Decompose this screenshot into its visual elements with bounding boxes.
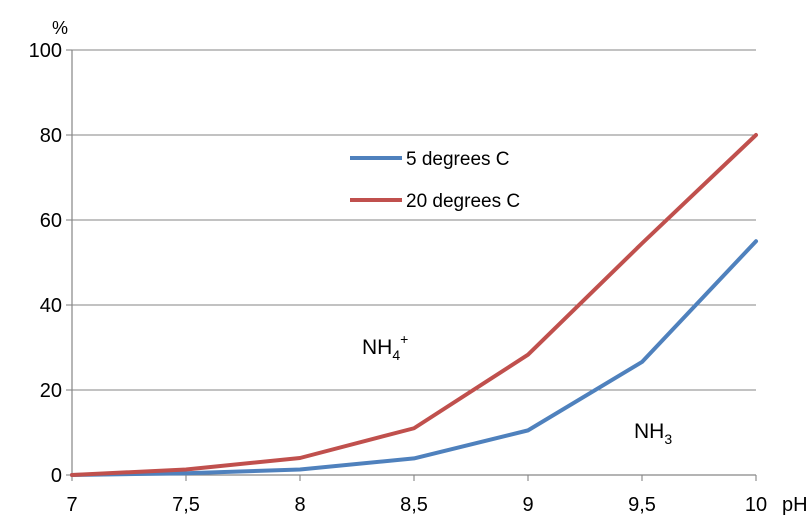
y-tick-labels: 0 20 40 60 80 100: [29, 40, 72, 487]
nh4-annotation: NH4+: [362, 331, 408, 363]
x-tick-label: 7: [66, 494, 77, 516]
series-line-1: [70, 239, 758, 477]
nh3-annotation: NH3: [634, 420, 672, 447]
series-line-2: [70, 133, 758, 477]
nh4-base: NH: [362, 336, 392, 359]
nh4-subscript: 4: [392, 347, 400, 363]
y-tick-label: 20: [40, 380, 62, 402]
y-unit-label: %: [52, 18, 68, 38]
axes: [71, 50, 756, 476]
x-tick-label: 8,5: [400, 494, 428, 516]
x-tick-label: 10: [745, 494, 767, 516]
nh3-subscript: 3: [664, 431, 672, 447]
x-tick-label: 9,5: [628, 494, 656, 516]
gridlines: [72, 49, 756, 391]
x-tick-labels: 7 7,5 8 8,5 9 9,5 10: [66, 475, 767, 516]
x-tick-label: 9: [522, 494, 533, 516]
x-tick-label: 8: [294, 494, 305, 516]
y-tick-label: 40: [40, 295, 62, 317]
y-tick-label: 60: [40, 210, 62, 232]
nh4-superscript: +: [400, 331, 408, 347]
x-unit-label: pH: [782, 494, 808, 516]
legend: 5 degrees C 20 degrees C: [350, 149, 520, 212]
y-tick-label: 80: [40, 125, 62, 147]
legend-label: 5 degrees C: [406, 149, 510, 170]
y-tick-label: 100: [29, 40, 62, 62]
nh3-base: NH: [634, 420, 664, 443]
x-tick-label: 7,5: [172, 494, 200, 516]
y-tick-label: 0: [51, 465, 62, 487]
legend-label: 20 degrees C: [406, 191, 520, 212]
series-lines: [70, 133, 758, 477]
